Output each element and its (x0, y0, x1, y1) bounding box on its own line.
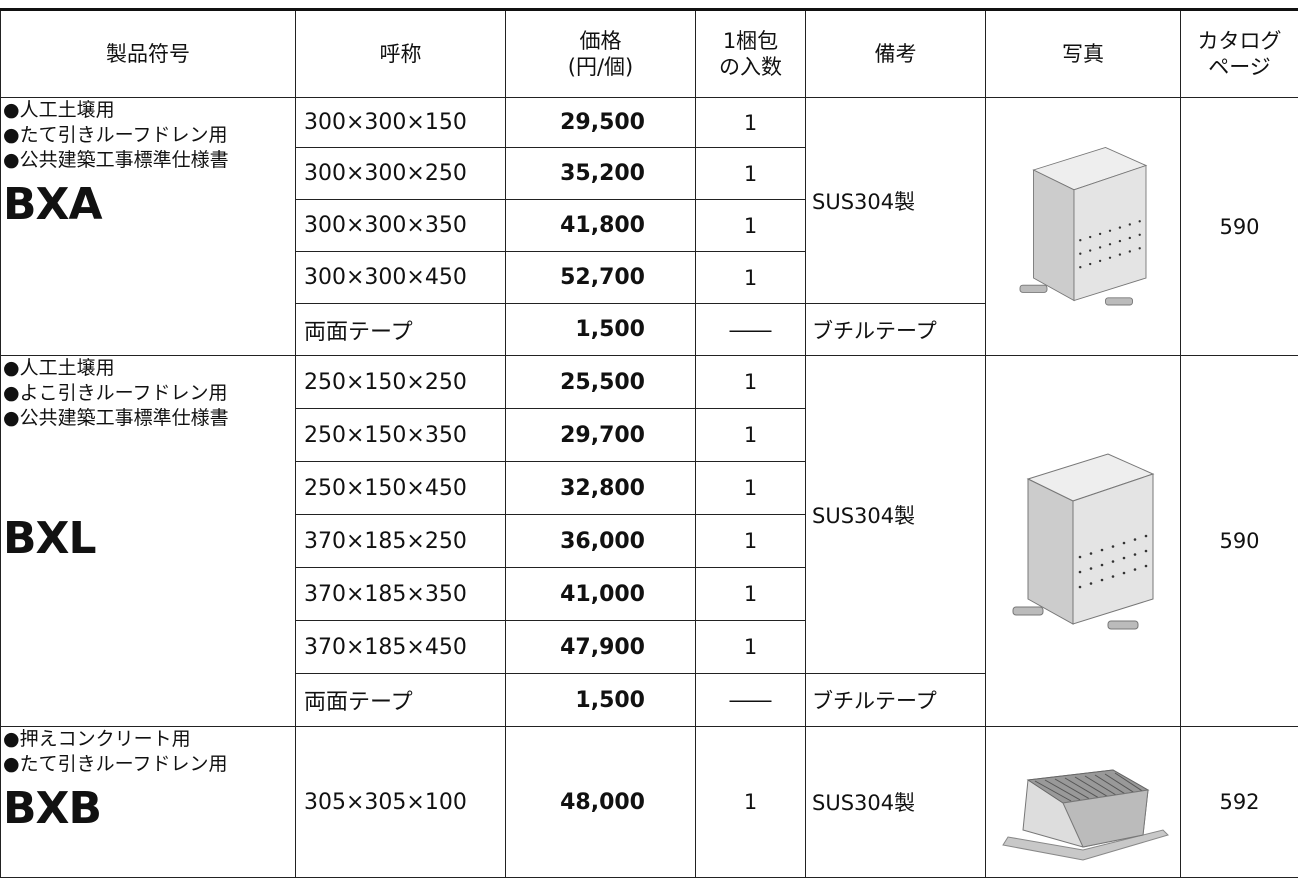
price-table: 製品符号呼称価格(円/個)1梱包の入数備考写真カタログページ ●人工土壌用●たて… (0, 8, 1298, 878)
product-photo (998, 134, 1168, 314)
size: 両面テープ (296, 674, 506, 727)
price: 25,500 (506, 356, 696, 409)
size: 300×300×250 (296, 148, 506, 200)
product-photo (993, 735, 1173, 865)
header-line: 呼称 (296, 41, 505, 67)
size: 300×300×150 (296, 98, 506, 148)
header-cell: 写真 (986, 10, 1181, 98)
header-line: 写真 (986, 41, 1180, 67)
price: 35,200 (506, 148, 696, 200)
price: 48,000 (506, 727, 696, 878)
header-line: 備考 (806, 41, 985, 67)
header-line: 製品符号 (1, 41, 295, 67)
header-cell: 価格(円/個) (506, 10, 696, 98)
photo-cell (986, 356, 1181, 727)
size: 250×150×450 (296, 462, 506, 515)
quantity: 1 (696, 462, 806, 515)
header-line: 価格 (506, 28, 695, 54)
remark: SUS304製 (806, 356, 986, 674)
quantity: 1 (696, 148, 806, 200)
header-line: 1梱包 (696, 28, 805, 54)
size: 300×300×450 (296, 252, 506, 304)
note: ●たて引きルーフドレン用 (3, 752, 295, 777)
header-line: (円/個) (506, 54, 695, 80)
size: 305×305×100 (296, 727, 506, 878)
size: 250×150×350 (296, 409, 506, 462)
size: 370×185×350 (296, 568, 506, 621)
photo-cell (986, 727, 1181, 878)
photo-cell (986, 98, 1181, 356)
quantity: 1 (696, 515, 806, 568)
price: 29,700 (506, 409, 696, 462)
price: 41,000 (506, 568, 696, 621)
quantity: 1 (696, 356, 806, 409)
size: 300×300×350 (296, 200, 506, 252)
size: 250×150×250 (296, 356, 506, 409)
remark: ブチルテープ (806, 304, 986, 356)
price: 1,500 (506, 674, 696, 727)
price: 36,000 (506, 515, 696, 568)
header-cell: 備考 (806, 10, 986, 98)
product-photo (998, 439, 1168, 639)
catalog-page: 590 (1181, 356, 1298, 727)
quantity: 1 (696, 568, 806, 621)
note: ●よこ引きルーフドレン用 (3, 381, 295, 406)
note: ●人工土壌用 (3, 356, 295, 381)
price: 47,900 (506, 621, 696, 674)
price: 1,500 (506, 304, 696, 356)
product-code: BXL (3, 511, 295, 567)
quantity: 1 (696, 727, 806, 878)
header-line: ページ (1181, 54, 1298, 80)
price: 52,700 (506, 252, 696, 304)
note: ●公共建築工事標準仕様書 (3, 148, 295, 173)
quantity: ―― (696, 304, 806, 356)
quantity: 1 (696, 200, 806, 252)
note: ●押えコンクリート用 (3, 727, 295, 752)
remark: ブチルテープ (806, 674, 986, 727)
header-line: カタログ (1181, 28, 1298, 54)
catalog-page: 590 (1181, 98, 1298, 356)
price: 29,500 (506, 98, 696, 148)
size: 370×185×450 (296, 621, 506, 674)
size: 両面テープ (296, 304, 506, 356)
product-code: BXA (3, 177, 295, 233)
header-cell: カタログページ (1181, 10, 1298, 98)
note: ●公共建築工事標準仕様書 (3, 406, 295, 431)
quantity: 1 (696, 252, 806, 304)
quantity: 1 (696, 621, 806, 674)
remark: SUS304製 (806, 727, 986, 878)
header-line: の入数 (696, 54, 805, 80)
remark: SUS304製 (806, 98, 986, 304)
product-cell: ●人工土壌用●よこ引きルーフドレン用●公共建築工事標準仕様書 BXL (1, 356, 296, 727)
product-code: BXB (3, 781, 295, 837)
size: 370×185×250 (296, 515, 506, 568)
header-cell: 1梱包の入数 (696, 10, 806, 98)
catalog-page: 592 (1181, 727, 1298, 878)
header-cell: 製品符号 (1, 10, 296, 98)
quantity: 1 (696, 409, 806, 462)
note: ●たて引きルーフドレン用 (3, 123, 295, 148)
note: ●人工土壌用 (3, 98, 295, 123)
header-row: 製品符号呼称価格(円/個)1梱包の入数備考写真カタログページ (1, 10, 1298, 98)
quantity: 1 (696, 98, 806, 148)
price: 41,800 (506, 200, 696, 252)
quantity: ―― (696, 674, 806, 727)
price: 32,800 (506, 462, 696, 515)
product-cell: ●押えコンクリート用●たて引きルーフドレン用 BXB (1, 727, 296, 878)
product-cell: ●人工土壌用●たて引きルーフドレン用●公共建築工事標準仕様書 BXA (1, 98, 296, 356)
header-cell: 呼称 (296, 10, 506, 98)
